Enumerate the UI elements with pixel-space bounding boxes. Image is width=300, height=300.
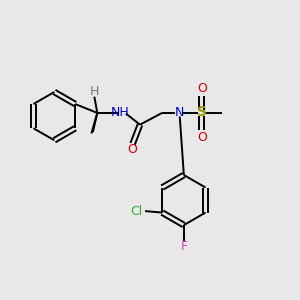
Text: O: O bbox=[127, 142, 137, 156]
Text: O: O bbox=[197, 131, 207, 144]
Text: Cl: Cl bbox=[130, 205, 142, 218]
Text: H: H bbox=[90, 85, 99, 98]
Text: F: F bbox=[180, 240, 188, 253]
Text: N: N bbox=[175, 106, 184, 119]
Text: NH: NH bbox=[110, 106, 129, 119]
Text: O: O bbox=[197, 82, 207, 95]
Text: S: S bbox=[197, 105, 207, 119]
